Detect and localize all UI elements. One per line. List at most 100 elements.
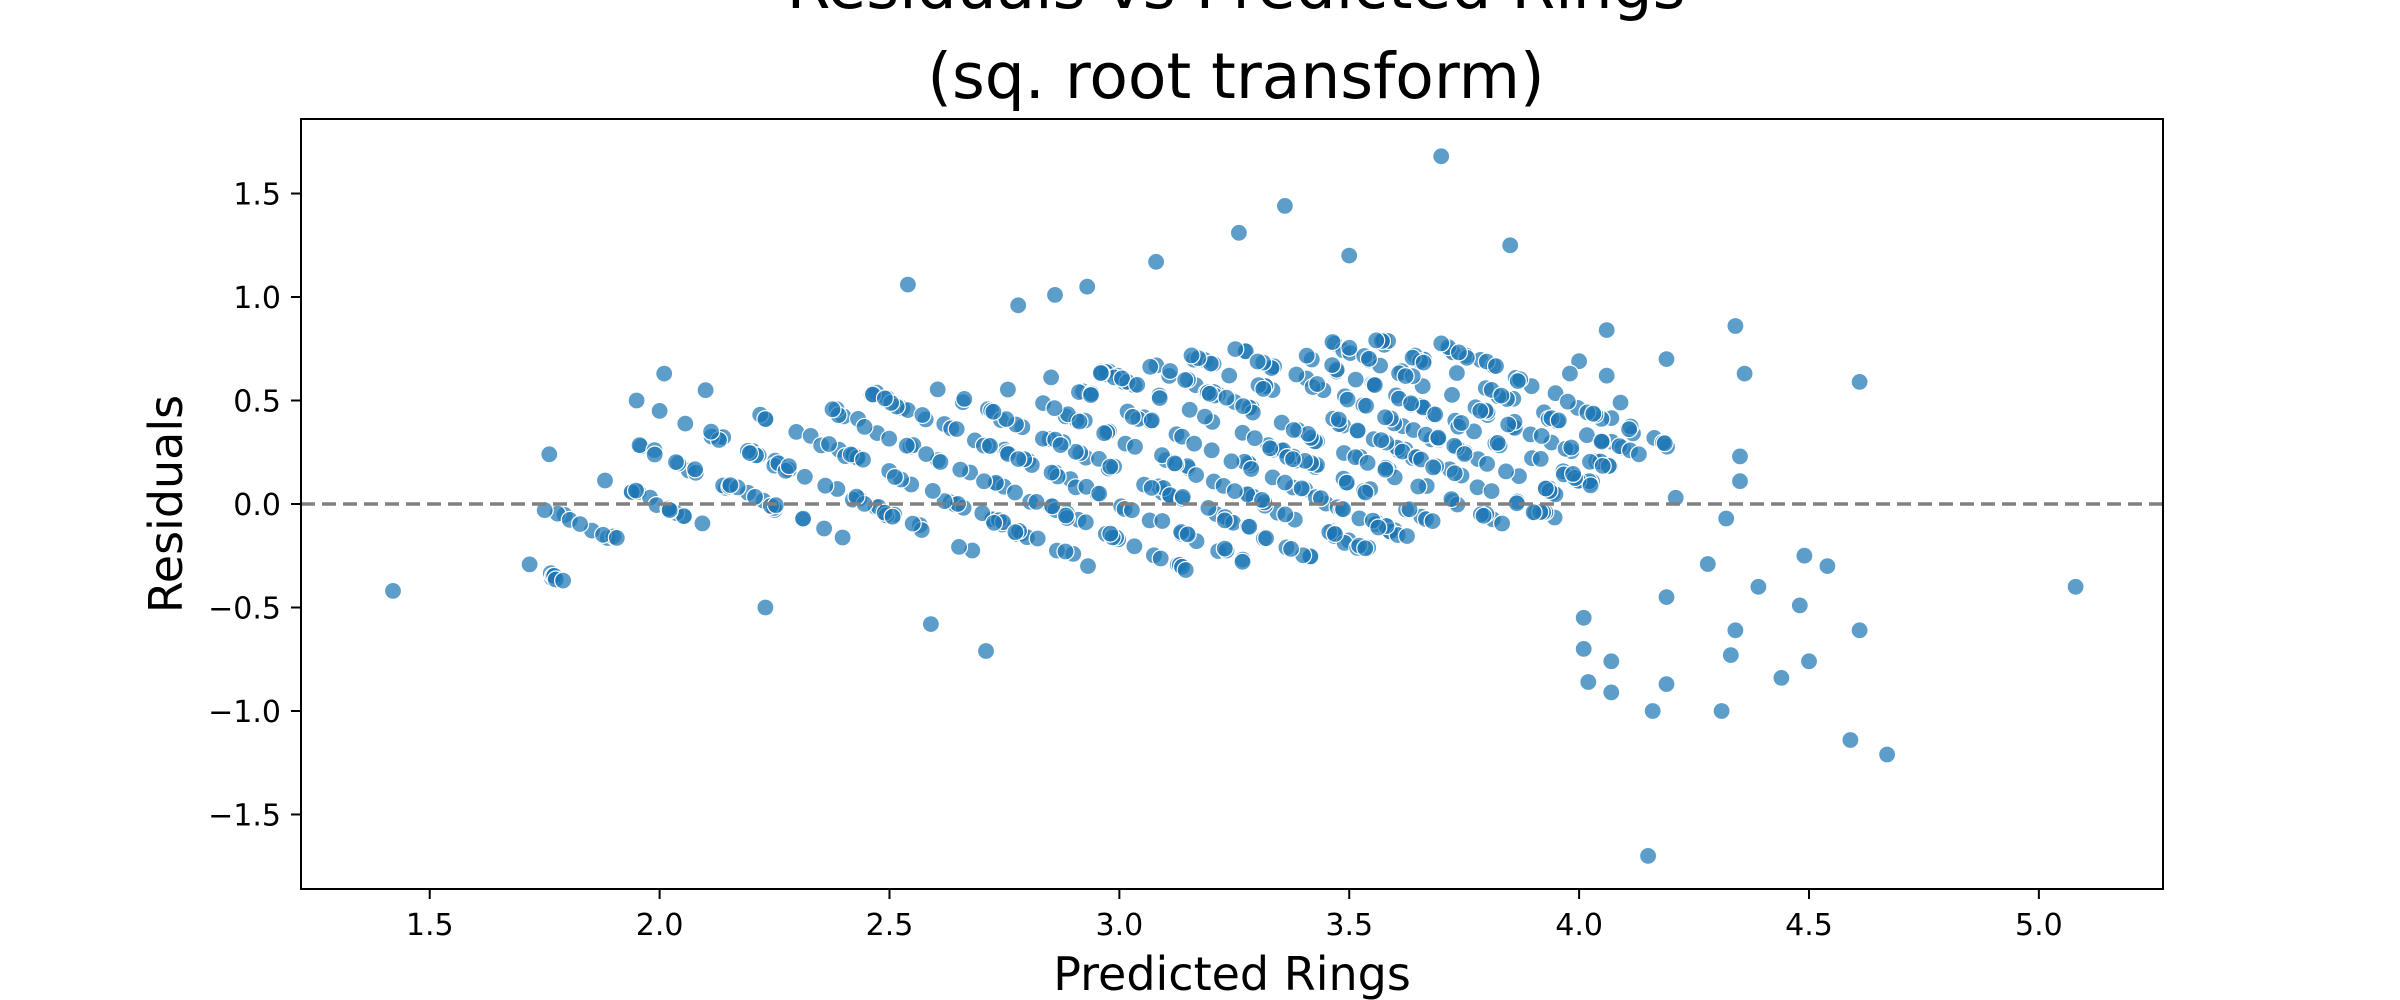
scatter-point xyxy=(1222,452,1241,471)
scatter-point xyxy=(1429,428,1448,447)
scatter-point xyxy=(1455,444,1474,464)
scatter-point xyxy=(1569,352,1589,371)
scatter-point xyxy=(976,641,996,661)
scatter-point xyxy=(883,507,902,526)
x-tick-label: 2.0 xyxy=(636,908,684,943)
scatter-point xyxy=(1367,331,1386,350)
scatter-point xyxy=(1365,376,1384,395)
scatter-point xyxy=(1101,524,1120,543)
scatter-point xyxy=(1772,668,1791,688)
scatter-point xyxy=(980,436,1000,455)
scatter-point xyxy=(1151,549,1170,568)
scatter-point xyxy=(1202,441,1221,460)
scatter-point xyxy=(1643,701,1662,721)
scatter-point xyxy=(816,476,835,495)
chart-title-line-2: (sq. root transform) xyxy=(927,40,1544,113)
scatter-point xyxy=(1275,473,1295,492)
scatter-point xyxy=(1721,645,1740,665)
y-tick-label: 0.5 xyxy=(233,385,281,420)
scatter-point xyxy=(947,420,966,439)
scatter-point xyxy=(1359,349,1379,368)
scatter-point xyxy=(685,460,705,479)
scatter-point xyxy=(1043,497,1062,516)
scatter-point xyxy=(1574,608,1593,627)
scatter-point xyxy=(1409,477,1428,496)
scatter-point xyxy=(814,519,834,538)
y-tick-label: −0.5 xyxy=(208,591,281,626)
x-tick-label: 4.0 xyxy=(1555,908,1603,943)
scatter-point xyxy=(1248,352,1267,371)
scatter-point xyxy=(984,402,1003,421)
scatter-point xyxy=(885,467,905,487)
scatter-point xyxy=(898,275,918,294)
scatter-point xyxy=(1338,390,1357,409)
scatter-point xyxy=(1041,368,1061,387)
scatter-point xyxy=(928,380,947,399)
scatter-point xyxy=(1180,400,1199,419)
scatter-point xyxy=(1283,450,1303,469)
scatter-point xyxy=(823,400,842,419)
scatter-point xyxy=(1329,410,1348,429)
scatter-point xyxy=(1176,560,1195,580)
scatter-point xyxy=(974,472,994,491)
scatter-point xyxy=(1492,386,1511,405)
scatter-point xyxy=(1655,434,1674,453)
scatter-point xyxy=(1195,407,1215,426)
scatter-point xyxy=(1234,397,1253,416)
scatter-point xyxy=(1471,401,1490,420)
scatter-point xyxy=(1233,552,1252,571)
scatter-point xyxy=(1396,367,1415,386)
scatter-point xyxy=(949,537,969,557)
scatter-point xyxy=(1200,384,1219,403)
scatter-point xyxy=(875,389,895,408)
scatter-point xyxy=(1297,346,1316,365)
scatter-point xyxy=(1078,556,1098,576)
scatter-point xyxy=(1323,356,1342,375)
scatter-point xyxy=(917,445,936,464)
scatter-point xyxy=(955,389,974,408)
scatter-point xyxy=(1499,415,1518,434)
scatter-point xyxy=(1376,460,1395,479)
scatter-point xyxy=(1150,389,1169,408)
scatter-point xyxy=(1185,434,1204,453)
scatter-point xyxy=(1546,384,1565,403)
scatter-point xyxy=(897,436,916,455)
scatter-point xyxy=(1009,296,1028,315)
scatter-point xyxy=(1176,370,1195,390)
scatter-point xyxy=(540,445,559,464)
scatter-point xyxy=(1027,492,1046,511)
scatter-point xyxy=(1323,332,1342,352)
scatter-point xyxy=(1042,463,1061,482)
scatter-point xyxy=(1442,385,1462,404)
scatter-point xyxy=(1375,408,1395,427)
scatter-point xyxy=(1790,596,1809,615)
scatter-point xyxy=(1005,483,1025,502)
plot-area-frame xyxy=(300,118,2164,890)
y-tick-label: −1.5 xyxy=(208,798,281,833)
scatter-point xyxy=(1445,464,1464,483)
scatter-point xyxy=(721,476,740,495)
scatter-point xyxy=(650,401,669,420)
scatter-point xyxy=(1712,701,1731,721)
scatter-point xyxy=(1486,357,1506,376)
scatter-point xyxy=(1424,458,1443,477)
scatter-point xyxy=(1423,511,1442,531)
scatter-point xyxy=(1122,501,1142,520)
scatter-point xyxy=(1592,432,1611,451)
scatter-point xyxy=(1579,672,1598,692)
x-tick-label: 5.0 xyxy=(2015,908,2063,943)
scatter-point xyxy=(1818,556,1837,576)
scatter-point xyxy=(1356,539,1375,558)
scatter-point xyxy=(913,405,932,425)
scatter-point xyxy=(1051,436,1070,455)
x-tick-label: 2.5 xyxy=(866,908,914,943)
scatter-point xyxy=(1112,369,1132,388)
scatter-point xyxy=(1730,472,1750,491)
scatter-point xyxy=(676,414,695,433)
scatter-point xyxy=(1254,379,1273,398)
scatter-point xyxy=(880,429,899,448)
scatter-point xyxy=(1091,363,1110,383)
scatter-point xyxy=(1006,523,1025,542)
scatter-point xyxy=(1638,846,1658,866)
scatter-point xyxy=(1287,365,1306,384)
